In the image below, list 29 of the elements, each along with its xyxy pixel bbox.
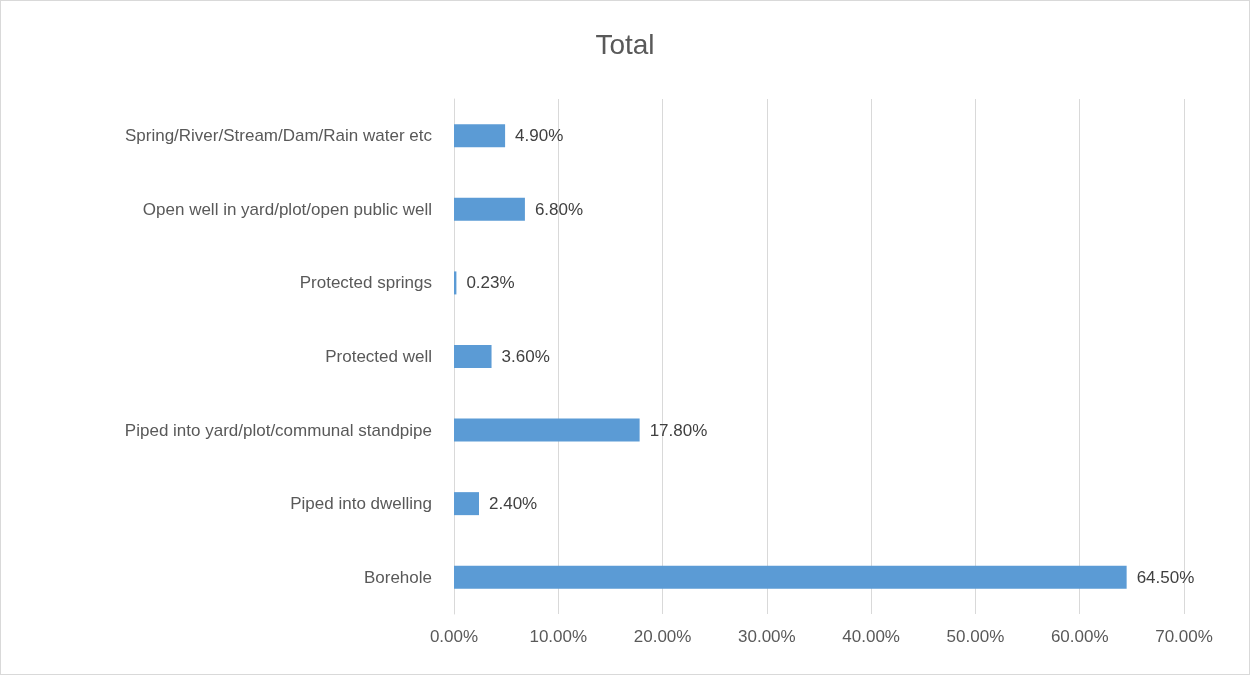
bar [454,197,525,221]
bar [454,492,480,516]
data-label: 0.23% [466,273,515,293]
data-label: 2.40% [489,494,538,514]
data-label: 17.80% [649,420,708,440]
bar [454,565,1127,589]
x-tick-label: 60.00% [1050,627,1109,646]
bar [454,345,492,368]
data-label: 3.60% [501,347,550,366]
data-label: 4.90% [515,126,564,146]
y-tick-label: Piped into yard/plot/communal standpipe [124,420,432,440]
y-tick-label: Borehole [363,567,432,587]
y-tick-label: Protected springs [299,273,432,293]
x-tick-label: 50.00% [946,627,1005,646]
x-tick-label: 30.00% [738,627,796,646]
x-tick-label: 0.00% [429,627,479,646]
x-tick-label: 10.00% [529,627,588,646]
x-tick-label: 20.00% [633,627,692,646]
x-tick-label: 70.00% [1155,627,1213,646]
x-tick-label: 40.00% [842,627,900,646]
y-tick-label: Protected well [325,347,432,366]
chart-title: Total [595,28,655,60]
data-label: 64.50% [1136,567,1195,587]
y-tick-label: Piped into dwelling [290,494,432,514]
bar [454,418,640,442]
y-tick-label: Open well in yard/plot/open public well [142,199,432,219]
bar [454,124,506,148]
y-tick-label: Spring/River/Stream/Dam/Rain water etc [124,126,433,146]
data-label: 6.80% [534,199,584,219]
